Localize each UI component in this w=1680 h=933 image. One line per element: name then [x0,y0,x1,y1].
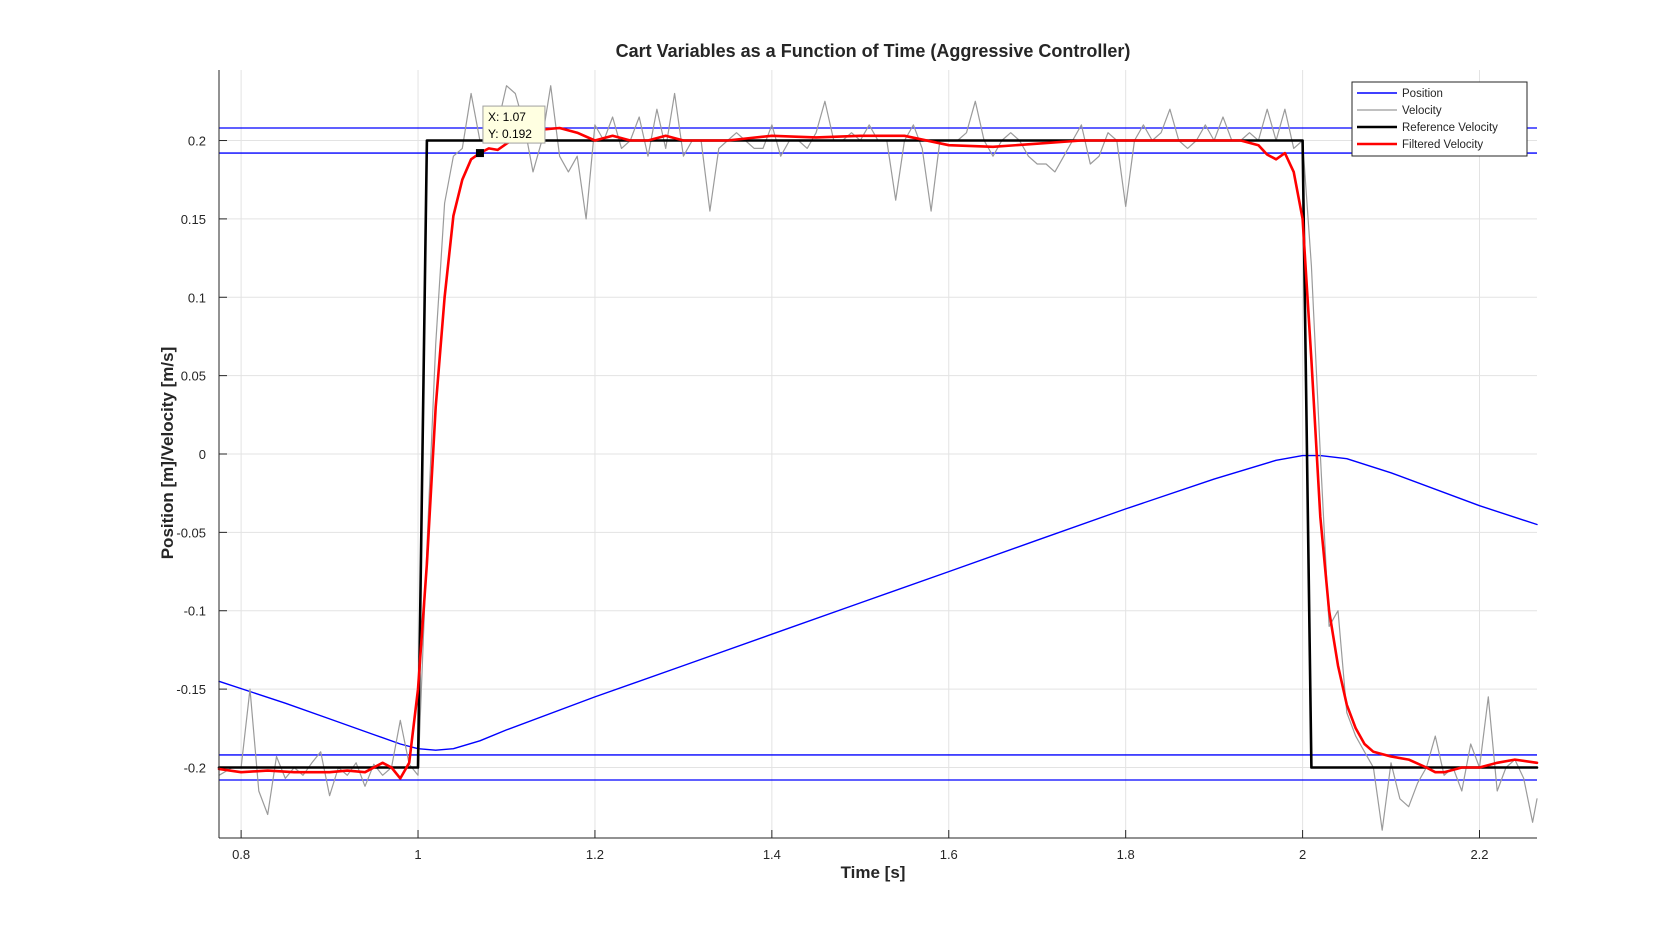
y-tick-label: -0.15 [176,682,206,697]
datatip-y-value: Y: 0.192 [488,127,532,141]
datatip-marker[interactable] [475,149,484,158]
datatip[interactable]: X: 1.07 Y: 0.192 [475,105,546,158]
y-tick-label: 0 [199,447,206,462]
y-tick-label: -0.1 [184,604,206,619]
series-line-reference-velocity [217,139,1539,769]
x-tick-label: 1.2 [586,847,604,862]
y-axis-label: Position [m]/Velocity [m/s] [158,347,177,560]
legend-label-velocity: Velocity [1402,105,1442,117]
y-tick-label: 0.05 [181,369,206,384]
y-tick-label: -0.2 [184,760,206,775]
y-tick-label: 0.1 [188,290,206,305]
legend: Position Velocity Reference Velocity Filter… [1351,81,1528,157]
x-tick-label: 1.8 [1117,847,1135,862]
legend-label-position: Position [1402,88,1443,100]
x-axis-label: Time [s] [841,863,906,882]
legend-label-filtered-velocity: Filtered Velocity [1402,139,1483,151]
x-tick-label: 2.2 [1470,847,1488,862]
y-tick-label: 0.15 [181,212,206,227]
x-tick-label: 1 [414,847,421,862]
series-line-filtered-velocity [217,126,1539,780]
datatip-box [482,105,546,144]
x-tick-label: 1.4 [763,847,781,862]
y-tick-label: -0.05 [176,525,206,540]
x-tick-label: 2 [1299,847,1306,862]
datatip-x-value: X: 1.07 [488,110,526,124]
y-tick-label: 0.2 [188,134,206,149]
chart-title: Cart Variables as a Function of Time (Ag… [616,41,1131,61]
x-tick-label: 1.6 [940,847,958,862]
plot-axes: 0.8 1 1.2 1.4 1.6 1.8 2 2.2 0.2 0.15 0.1 0.05 0 -0.05… [176,70,1539,862]
x-tick-label: 0.8 [232,847,250,862]
legend-label-reference-velocity: Reference Velocity [1402,122,1498,134]
